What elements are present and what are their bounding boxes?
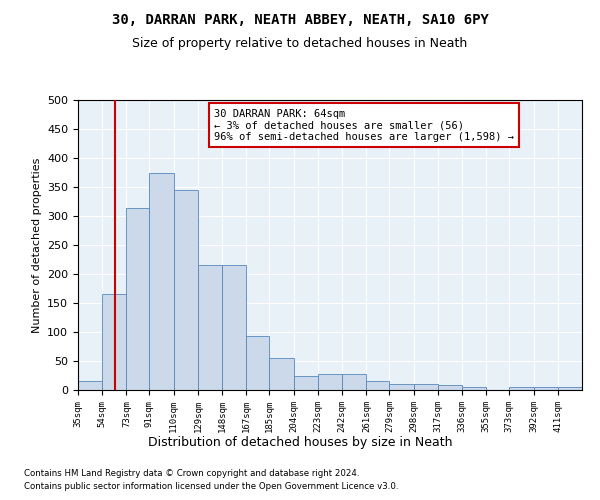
- Text: Distribution of detached houses by size in Neath: Distribution of detached houses by size …: [148, 436, 452, 449]
- Bar: [438, 386, 462, 390]
- Bar: [558, 387, 582, 390]
- Text: 30 DARRAN PARK: 64sqm
← 3% of detached houses are smaller (56)
96% of semi-detac: 30 DARRAN PARK: 64sqm ← 3% of detached h…: [214, 108, 514, 142]
- Bar: [269, 358, 293, 390]
- Bar: [533, 387, 558, 390]
- Bar: [222, 266, 247, 390]
- Bar: [173, 190, 198, 390]
- Text: Size of property relative to detached houses in Neath: Size of property relative to detached ho…: [133, 38, 467, 51]
- Bar: [389, 384, 413, 390]
- Bar: [462, 387, 487, 390]
- Bar: [509, 387, 533, 390]
- Bar: [413, 384, 438, 390]
- Bar: [318, 374, 342, 390]
- Bar: [342, 374, 367, 390]
- Bar: [367, 382, 389, 390]
- Bar: [102, 294, 127, 390]
- Bar: [149, 172, 173, 390]
- Text: Contains HM Land Registry data © Crown copyright and database right 2024.: Contains HM Land Registry data © Crown c…: [24, 468, 359, 477]
- Bar: [78, 382, 102, 390]
- Bar: [198, 266, 222, 390]
- Text: Contains public sector information licensed under the Open Government Licence v3: Contains public sector information licen…: [24, 482, 398, 491]
- Bar: [247, 336, 269, 390]
- Y-axis label: Number of detached properties: Number of detached properties: [32, 158, 41, 332]
- Text: 30, DARRAN PARK, NEATH ABBEY, NEATH, SA10 6PY: 30, DARRAN PARK, NEATH ABBEY, NEATH, SA1…: [112, 12, 488, 26]
- Bar: [293, 376, 318, 390]
- Bar: [127, 208, 149, 390]
